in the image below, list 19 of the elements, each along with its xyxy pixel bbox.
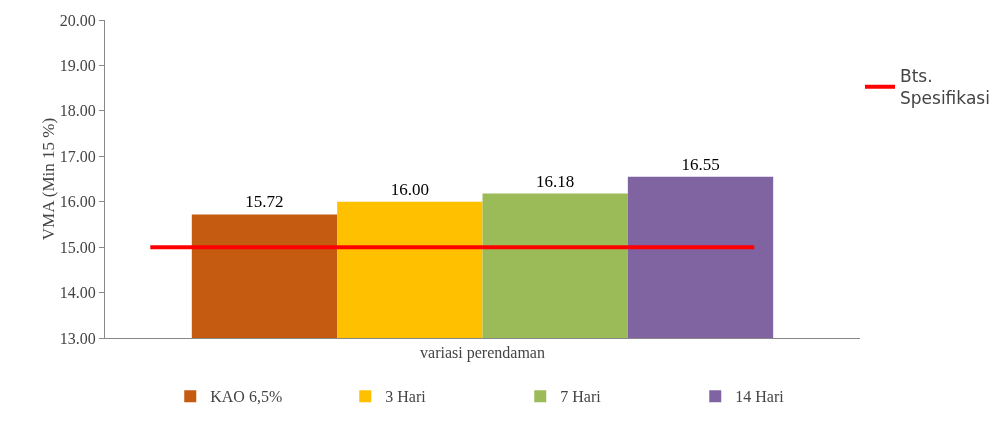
legend-label: Bts. Spesifikasi	[900, 66, 990, 109]
x-tick-label: variasi perendaman	[420, 344, 545, 363]
y-tick-label: 17.00	[59, 147, 96, 165]
legend-label: 14 Hari	[735, 388, 785, 406]
legend-label: 3 Hari	[385, 388, 427, 406]
y-tick-label: 18.00	[59, 102, 96, 120]
legend-label: 7 Hari	[560, 388, 602, 406]
y-tick-label: 19.00	[59, 57, 96, 75]
y-tick-label: 13.00	[59, 329, 96, 347]
data-label: 16.18	[536, 171, 575, 191]
y-tick-label: 20.00	[59, 11, 96, 29]
legend-label: KAO 6,5%	[210, 388, 283, 406]
y-tick-label: 16.00	[59, 193, 96, 211]
data-label: 15.72	[245, 192, 284, 212]
data-label: 16.00	[390, 179, 429, 199]
data-label: 16.55	[681, 154, 720, 174]
y-tick-label: 14.00	[59, 284, 96, 302]
y-axis-title: VMA (Min 15 %)	[38, 117, 58, 241]
y-tick-label: 15.00	[59, 238, 96, 256]
